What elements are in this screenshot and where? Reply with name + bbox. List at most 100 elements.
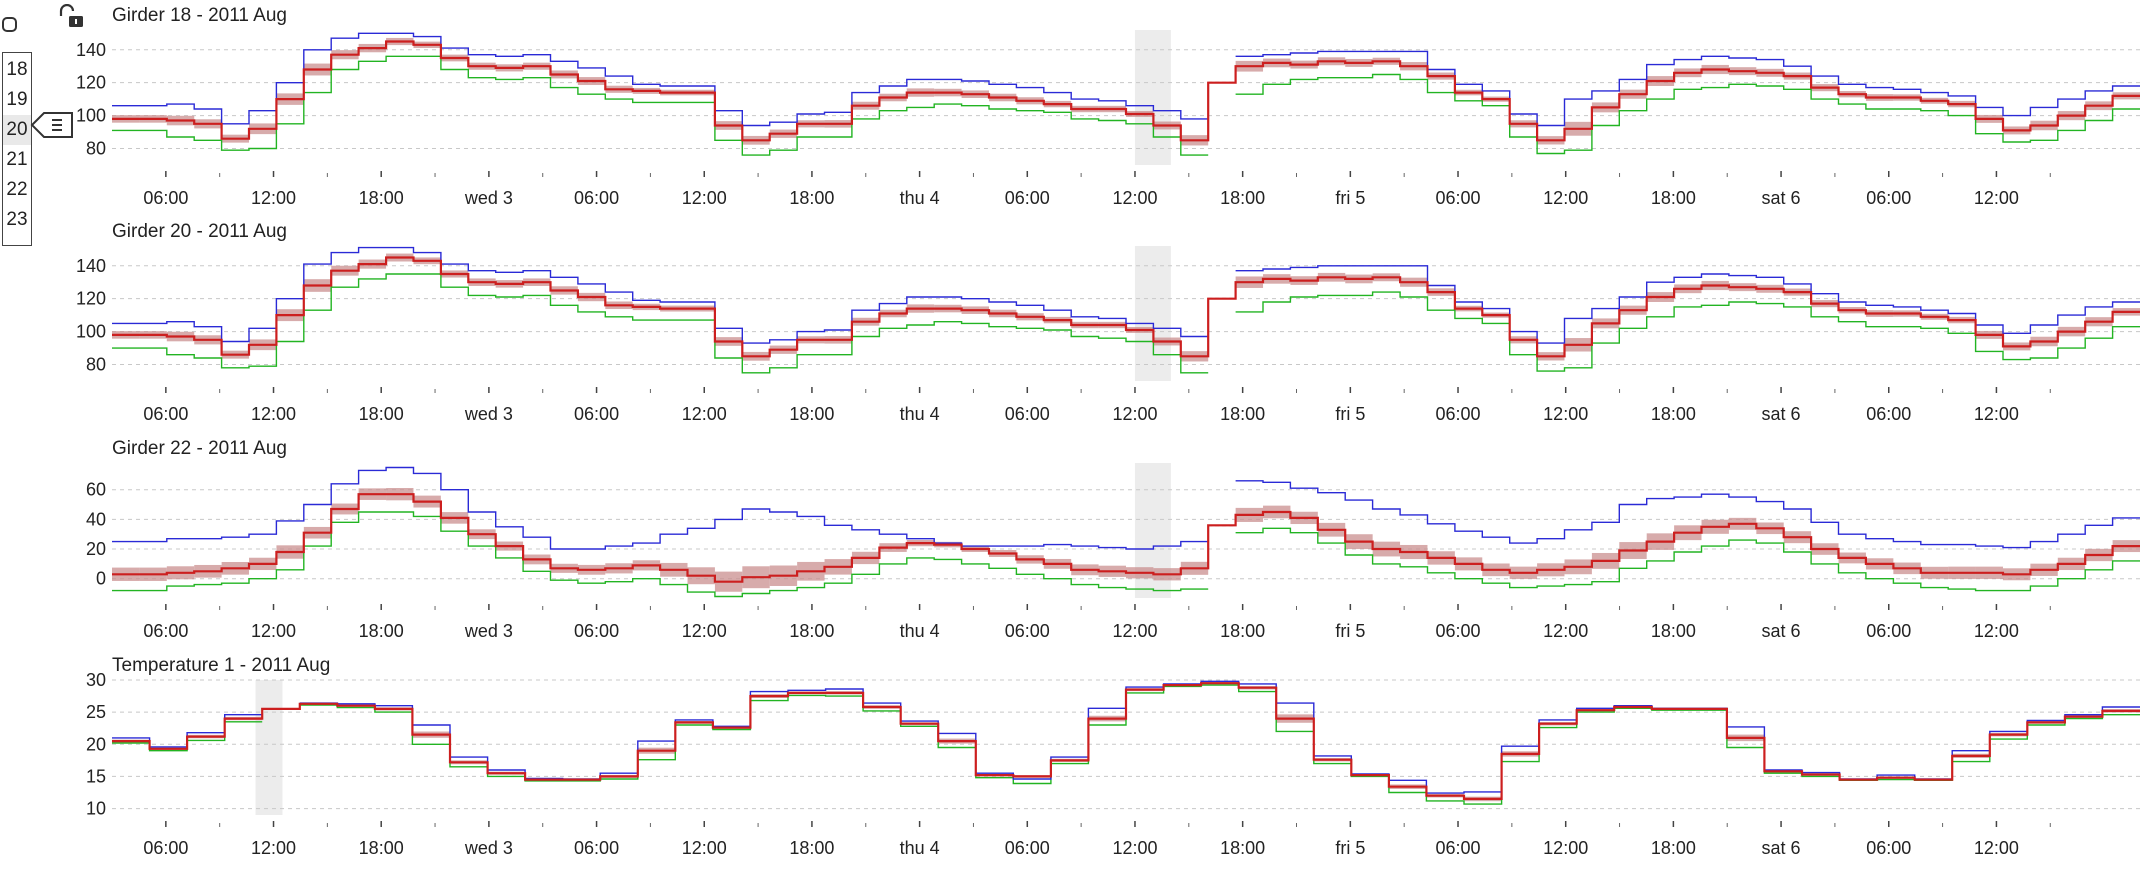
x-tick-label: 18:00 [789, 404, 834, 424]
x-tick-label: wed 3 [464, 838, 513, 858]
x-tick-label: 06:00 [1435, 621, 1480, 641]
x-tick-label: 12:00 [682, 404, 727, 424]
x-tick-label: 18:00 [359, 188, 404, 208]
x-tick-label: 06:00 [1005, 621, 1050, 641]
chart-panel: Temperature 1 - 2011 Aug 10 15 20 25 30 06:00 1… [86, 655, 2140, 858]
gap-region [1134, 30, 1171, 165]
chart-title: Girder 22 - 2011 Aug [112, 438, 287, 459]
series-mean-line [112, 493, 2140, 583]
x-tick-label: thu 4 [900, 838, 940, 858]
x-tick-label: 18:00 [789, 188, 834, 208]
x-tick-label: 06:00 [143, 621, 188, 641]
x-tick-label: sat 6 [1762, 188, 1801, 208]
x-tick-label: 06:00 [574, 838, 619, 858]
y-tick-label: 0 [96, 569, 106, 589]
y-tick-label: 25 [86, 702, 106, 722]
x-tick-label: 18:00 [789, 621, 834, 641]
selector-item-19[interactable]: 19 [6, 89, 28, 110]
x-tick-label: fri 5 [1335, 188, 1365, 208]
x-tick-label: thu 4 [900, 188, 940, 208]
series-mean-line [112, 256, 2140, 358]
x-tick-label: 06:00 [1435, 838, 1480, 858]
chart-title: Girder 18 - 2011 Aug [112, 5, 287, 26]
checkbox-icon[interactable] [2, 17, 17, 32]
x-tick-label: 12:00 [1543, 621, 1588, 641]
x-tick-label: 06:00 [1005, 838, 1050, 858]
chart-title: Temperature 1 - 2011 Aug [112, 655, 330, 676]
selector-item-18[interactable]: 18 [6, 59, 28, 80]
x-tick-label: 06:00 [1005, 404, 1050, 424]
x-tick-label: wed 3 [464, 404, 513, 424]
y-tick-label: 30 [86, 670, 106, 690]
x-tick-label: 06:00 [1866, 404, 1911, 424]
x-tick-label: 12:00 [1112, 404, 1157, 424]
x-tick-label: 18:00 [1651, 838, 1696, 858]
unlock-icon[interactable] [58, 4, 88, 30]
selector-item-22[interactable]: 22 [6, 179, 28, 200]
selector-item-23[interactable]: 23 [6, 209, 28, 230]
gap-region [255, 680, 283, 815]
x-tick-label: 12:00 [251, 621, 296, 641]
chart-panel: Girder 20 - 2011 Aug 80 100 120 140 06:00 12:0… [76, 221, 2140, 424]
y-tick-label: 20 [86, 539, 106, 559]
chart-title: Girder 20 - 2011 Aug [112, 221, 287, 242]
y-tick-label: 15 [86, 766, 106, 786]
x-tick-label: 18:00 [1220, 188, 1265, 208]
x-tick-label: 12:00 [1543, 188, 1588, 208]
x-tick-label: fri 5 [1335, 621, 1365, 641]
x-tick-label: 12:00 [1974, 621, 2019, 641]
selector-item-21[interactable]: 21 [6, 149, 28, 170]
x-tick-label: 12:00 [1974, 838, 2019, 858]
menu-icon[interactable] [30, 110, 74, 140]
x-tick-label: 12:00 [1112, 621, 1157, 641]
x-tick-label: 12:00 [1974, 404, 2019, 424]
girder-selector: 18 19 20 21 22 23 [2, 52, 32, 246]
chart-panel: Girder 18 - 2011 Aug 80 100 120 140 06:00 12:0… [76, 5, 2140, 208]
x-tick-label: 06:00 [143, 188, 188, 208]
y-tick-label: 120 [76, 73, 106, 93]
x-tick-label: 12:00 [1543, 838, 1588, 858]
gap-region [1134, 246, 1171, 381]
y-tick-label: 140 [76, 40, 106, 60]
series-max-line [112, 466, 2140, 550]
selector-item-20[interactable]: 20 [3, 115, 31, 145]
y-tick-label: 80 [86, 355, 106, 375]
x-tick-label: 12:00 [1543, 404, 1588, 424]
x-tick-label: 18:00 [1220, 404, 1265, 424]
x-tick-label: 06:00 [574, 188, 619, 208]
x-tick-label: 12:00 [682, 838, 727, 858]
x-tick-label: fri 5 [1335, 404, 1365, 424]
series-max-line [112, 246, 2140, 344]
x-tick-label: 18:00 [1651, 188, 1696, 208]
x-tick-label: 18:00 [359, 621, 404, 641]
x-tick-label: 06:00 [574, 404, 619, 424]
x-tick-label: fri 5 [1335, 838, 1365, 858]
x-tick-label: 06:00 [1866, 838, 1911, 858]
x-tick-label: 06:00 [143, 404, 188, 424]
y-tick-label: 140 [76, 256, 106, 276]
x-tick-label: sat 6 [1762, 404, 1801, 424]
y-tick-label: 120 [76, 289, 106, 309]
x-tick-label: 18:00 [1651, 621, 1696, 641]
x-tick-label: 12:00 [1112, 188, 1157, 208]
x-tick-label: 06:00 [1866, 188, 1911, 208]
series-mean-line [112, 682, 2140, 800]
series-max-line [112, 32, 2140, 127]
y-tick-label: 10 [86, 799, 106, 819]
series-min-line [112, 273, 2140, 374]
x-tick-label: thu 4 [900, 621, 940, 641]
x-tick-label: 06:00 [143, 838, 188, 858]
x-tick-label: 12:00 [251, 188, 296, 208]
y-tick-label: 20 [86, 734, 106, 754]
x-tick-label: 12:00 [1112, 838, 1157, 858]
x-tick-label: 06:00 [1435, 404, 1480, 424]
x-tick-label: 12:00 [1974, 188, 2019, 208]
x-tick-label: 12:00 [682, 621, 727, 641]
x-tick-label: 18:00 [359, 838, 404, 858]
x-tick-label: 12:00 [682, 188, 727, 208]
x-tick-label: thu 4 [900, 404, 940, 424]
series-min-line [112, 55, 2140, 156]
x-tick-label: wed 3 [464, 621, 513, 641]
x-tick-label: 18:00 [789, 838, 834, 858]
x-tick-label: wed 3 [464, 188, 513, 208]
